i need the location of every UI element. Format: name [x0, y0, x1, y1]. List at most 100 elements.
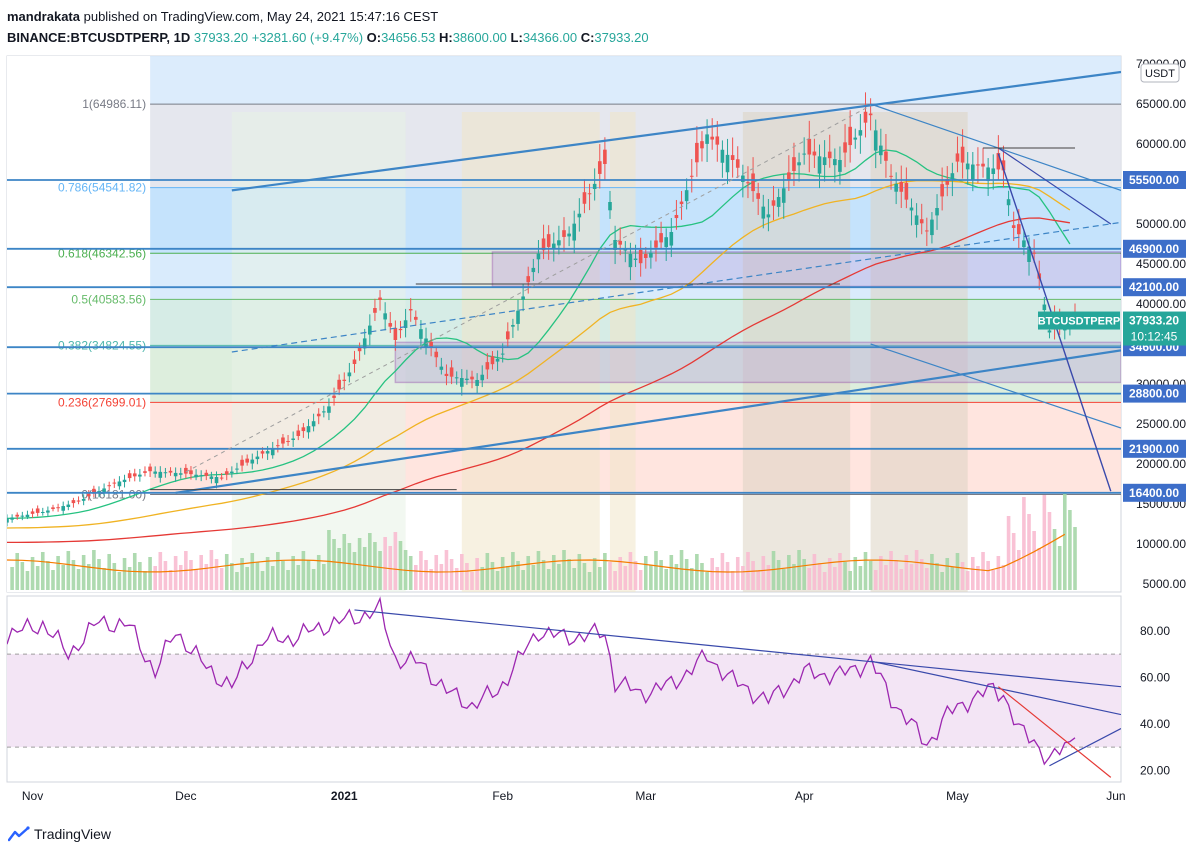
candle-body	[582, 192, 587, 204]
volume-bar	[955, 553, 960, 590]
volume-bar	[725, 562, 730, 590]
author-name[interactable]: mandrakata	[7, 9, 80, 24]
volume-bar	[781, 569, 786, 590]
candle-body	[689, 175, 694, 177]
volume-bar	[327, 530, 331, 590]
open-value: 34656.53	[381, 30, 436, 45]
candle-body	[189, 470, 193, 475]
candle-body	[751, 173, 755, 192]
volume-bar	[628, 552, 633, 590]
close-value: 37933.20	[594, 30, 649, 45]
candle-body	[158, 471, 163, 478]
interval-label[interactable]: , 1D	[166, 30, 191, 45]
candle-body	[766, 214, 771, 218]
volume-bar	[500, 557, 505, 590]
volume-bar	[97, 559, 101, 590]
symbol-label[interactable]: BINANCE:BTCUSDTPERP	[7, 30, 167, 45]
volume-bar	[71, 560, 76, 590]
volume-bar	[884, 565, 888, 590]
volume-bar	[521, 570, 525, 590]
candle-body	[822, 157, 827, 166]
volume-bar	[219, 568, 224, 590]
volume-bar	[383, 537, 387, 590]
low-label: L:	[510, 30, 523, 45]
volume-bar	[342, 534, 347, 590]
high-label: H:	[438, 30, 453, 45]
volume-bar	[776, 560, 781, 590]
volume-bar	[46, 561, 50, 590]
candle-body	[276, 445, 280, 447]
rsi-line	[7, 596, 1076, 766]
volume-bar	[178, 565, 183, 590]
candle-body	[97, 491, 101, 493]
candle-body	[429, 341, 433, 348]
volume-bar	[613, 571, 617, 590]
candle-body	[817, 156, 822, 174]
candle-body	[904, 182, 909, 200]
candle-body	[981, 163, 985, 167]
lower-channel-line	[175, 349, 1121, 494]
fib-label: 1(64986.11)	[82, 97, 146, 111]
time-tick-label: Feb	[492, 789, 513, 803]
candle-body	[654, 240, 658, 248]
level-badge-label: 55500.00	[1129, 173, 1179, 187]
volume-bar	[480, 567, 485, 590]
volume-bar	[449, 559, 454, 590]
volume-bar	[950, 567, 955, 590]
volume-bar	[986, 561, 990, 590]
volume-bar	[332, 539, 336, 590]
open-label: O:	[366, 30, 382, 45]
volume-bar	[20, 562, 25, 590]
volume-bar	[863, 552, 868, 590]
candle-body	[715, 136, 720, 145]
volume-bar	[562, 550, 566, 590]
candle-body	[414, 316, 418, 320]
candle-body	[373, 308, 377, 313]
candle-body	[1047, 330, 1052, 333]
candle-body	[909, 207, 914, 211]
candle-body	[960, 146, 965, 163]
volume-bar	[756, 570, 760, 590]
candle-body	[996, 153, 1001, 170]
candle-body	[357, 347, 362, 352]
candle-body	[117, 481, 122, 487]
candle-body	[92, 488, 96, 494]
price-tick-label: 40000.00	[1136, 297, 1186, 311]
candle-body	[572, 223, 577, 241]
candle-body	[20, 515, 25, 517]
volume-bar	[761, 556, 766, 590]
volume-bar	[444, 550, 449, 590]
volume-bar	[475, 558, 479, 590]
volume-bar	[199, 555, 203, 590]
volume-bar	[715, 567, 720, 590]
volume-bar	[991, 570, 996, 590]
volume-bar	[1062, 493, 1067, 590]
ohlc-legend: BINANCE:BTCUSDTPERP, 1D 37933.20 +3281.6…	[7, 30, 649, 45]
volume-bar	[587, 572, 592, 590]
candle-body	[322, 411, 326, 413]
volume-bar	[511, 552, 515, 590]
volume-bar	[459, 554, 464, 590]
candle-body	[245, 458, 249, 463]
footer: TradingView	[8, 826, 111, 842]
volume-bar	[291, 556, 295, 590]
tradingview-brand[interactable]: TradingView	[34, 826, 112, 842]
candle-body	[536, 253, 541, 260]
candle-body	[659, 233, 663, 243]
volume-bar	[965, 571, 970, 590]
volume-bar	[1057, 546, 1062, 590]
volume-bar	[230, 563, 234, 590]
volume-bar	[853, 557, 858, 590]
tradingview-logo-icon[interactable]	[8, 826, 30, 842]
candle-body	[378, 297, 382, 300]
volume-bar	[1027, 514, 1031, 590]
candle-body	[194, 474, 198, 478]
candle-body	[240, 459, 244, 466]
candle-body	[419, 329, 423, 339]
candle-body	[265, 451, 270, 454]
candle-body	[945, 178, 950, 185]
candle-body	[720, 149, 725, 163]
candle-body	[1032, 252, 1036, 254]
volume-bar	[996, 556, 1001, 590]
